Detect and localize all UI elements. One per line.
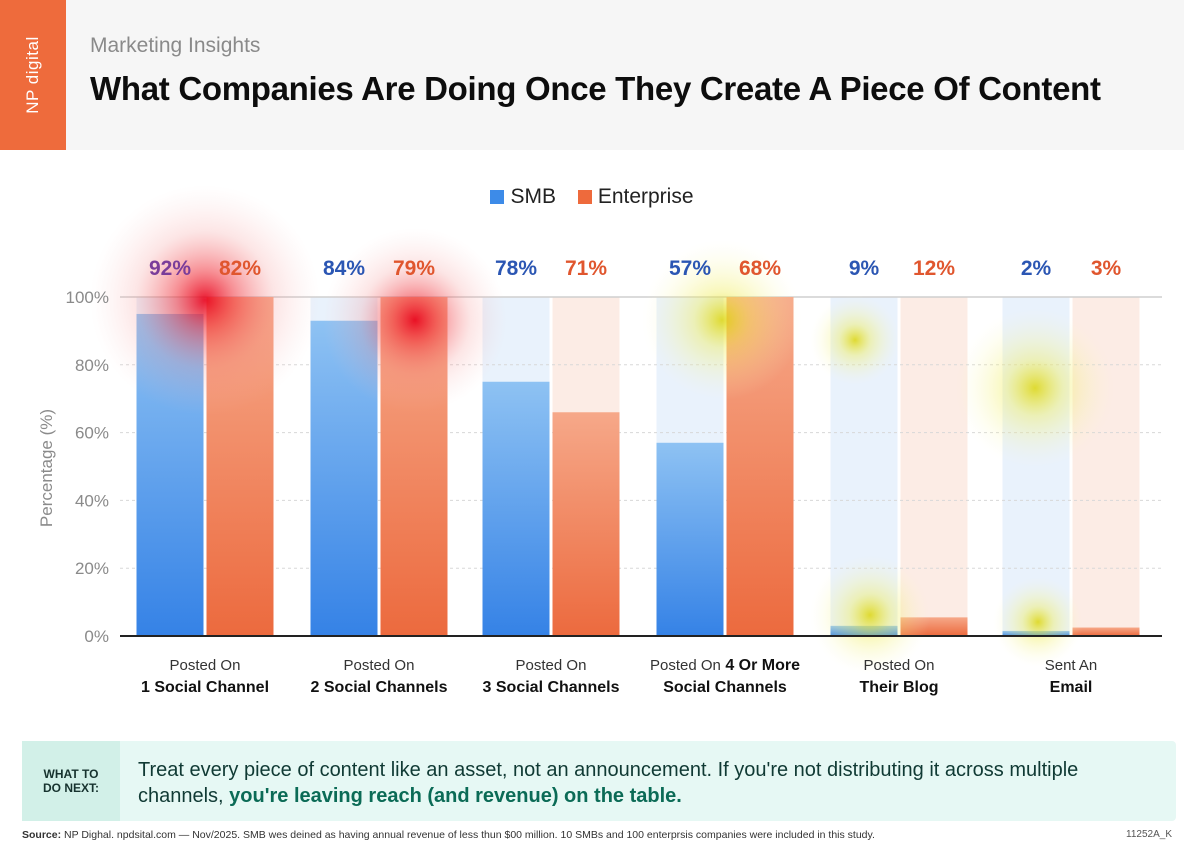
page-title: What Companies Are Doing Once They Creat…: [90, 70, 1101, 107]
y-tick-label: 20%: [75, 559, 109, 578]
category-label-line1: Posted On: [170, 657, 241, 674]
category-label-line2: Email: [1050, 679, 1093, 696]
heatmap-blob: [955, 308, 1115, 468]
y-axis-title: Percentage (%): [37, 409, 56, 527]
callout-text: Treat every piece of content like an ass…: [138, 757, 1158, 809]
heatmap-blob: [642, 240, 802, 400]
value-label-enterprise: 79%: [393, 257, 435, 280]
legend-label-smb: SMB: [510, 185, 556, 208]
value-label-enterprise: 3%: [1091, 257, 1122, 280]
source-note: Source: NP Dighal. npdsital.com — Nov/20…: [22, 829, 875, 841]
value-label-enterprise: 71%: [565, 257, 607, 280]
legend-swatch-smb: [490, 190, 505, 204]
category-label-line2: Social Channels: [663, 679, 787, 696]
bar-smb[interactable]: [482, 381, 550, 636]
callout-label: WHAT TO DO NEXT:: [22, 741, 120, 821]
y-tick-label: 0%: [84, 627, 109, 646]
y-tick-label: 60%: [75, 424, 109, 443]
value-label-enterprise: 12%: [913, 257, 955, 280]
y-tick-label: 80%: [75, 356, 109, 375]
callout-text-body: Treat every piece of content like an ass…: [138, 759, 1079, 807]
heatmap-blob: [993, 577, 1083, 667]
value-label-smb: 78%: [495, 257, 537, 280]
y-tick-label: 40%: [75, 491, 109, 510]
value-label-smb: 57%: [669, 257, 711, 280]
legend-label-enterprise: Enterprise: [597, 185, 694, 208]
heatmap-blob: [90, 185, 320, 415]
value-label-enterprise: 68%: [739, 257, 781, 280]
category-label-line1: Posted On: [864, 657, 935, 674]
category-label-line2: 1 Social Channel: [141, 679, 269, 696]
category-label-line1: Posted On 4 Or More: [650, 657, 800, 674]
source-text: NP Dighal. npdsital.com — Nov/2025. SMB …: [61, 829, 875, 841]
bar-enterprise[interactable]: [1072, 627, 1140, 636]
category-label-line1: Posted On: [516, 657, 587, 674]
heatmap-blob: [810, 295, 900, 385]
legend-item-enterprise: Enterprise: [577, 185, 694, 209]
header: NP digital Marketing Insights What Compa…: [0, 0, 1184, 150]
value-label-smb: 92%: [149, 257, 191, 280]
category-label-line2: Their Blog: [859, 679, 938, 696]
figure-code: 11252A_K: [1126, 829, 1172, 840]
legend-item-smb: SMB: [490, 185, 556, 209]
value-label-smb: 2%: [1021, 257, 1052, 280]
category-label-line1: Posted On: [344, 657, 415, 674]
bar-enterprise[interactable]: [552, 412, 620, 636]
bar-chart: 0% 20% 40% 60% 80% 100% 92% 84% 78% 57% 9% 2% 82% 79…: [37, 185, 1162, 696]
chart-legend: SMB Enterprise: [0, 185, 1184, 210]
category-label-line1: Sent An: [1045, 657, 1098, 674]
category-label-emphasis: 4 Or More: [721, 657, 800, 674]
logo-text: NP digital: [23, 36, 42, 114]
callout-label-line1: WHAT TO: [43, 767, 99, 781]
value-label-enterprise: 82%: [219, 257, 261, 280]
value-label-smb: 84%: [323, 257, 365, 280]
category-label-line2: 2 Social Channels: [311, 679, 448, 696]
category-label-line2: 3 Social Channels: [483, 679, 620, 696]
heatmap-blob: [810, 555, 930, 675]
callout-text-emphasis: you're leaving reach (and revenue) on th…: [229, 785, 682, 807]
legend-swatch-enterprise: [577, 190, 592, 204]
bar-smb[interactable]: [656, 442, 724, 636]
callout-label-line2: DO NEXT:: [42, 781, 99, 795]
np-digital-logo[interactable]: NP digital: [0, 0, 66, 150]
kicker: Marketing Insights: [90, 34, 261, 57]
heatmap-blob: [323, 228, 507, 412]
source-label: Source:: [22, 829, 62, 841]
value-label-smb: 9%: [849, 257, 880, 280]
y-tick-label: 100%: [66, 288, 109, 307]
what-to-do-next-callout: WHAT TO DO NEXT: Treat every piece of co…: [22, 741, 1176, 821]
